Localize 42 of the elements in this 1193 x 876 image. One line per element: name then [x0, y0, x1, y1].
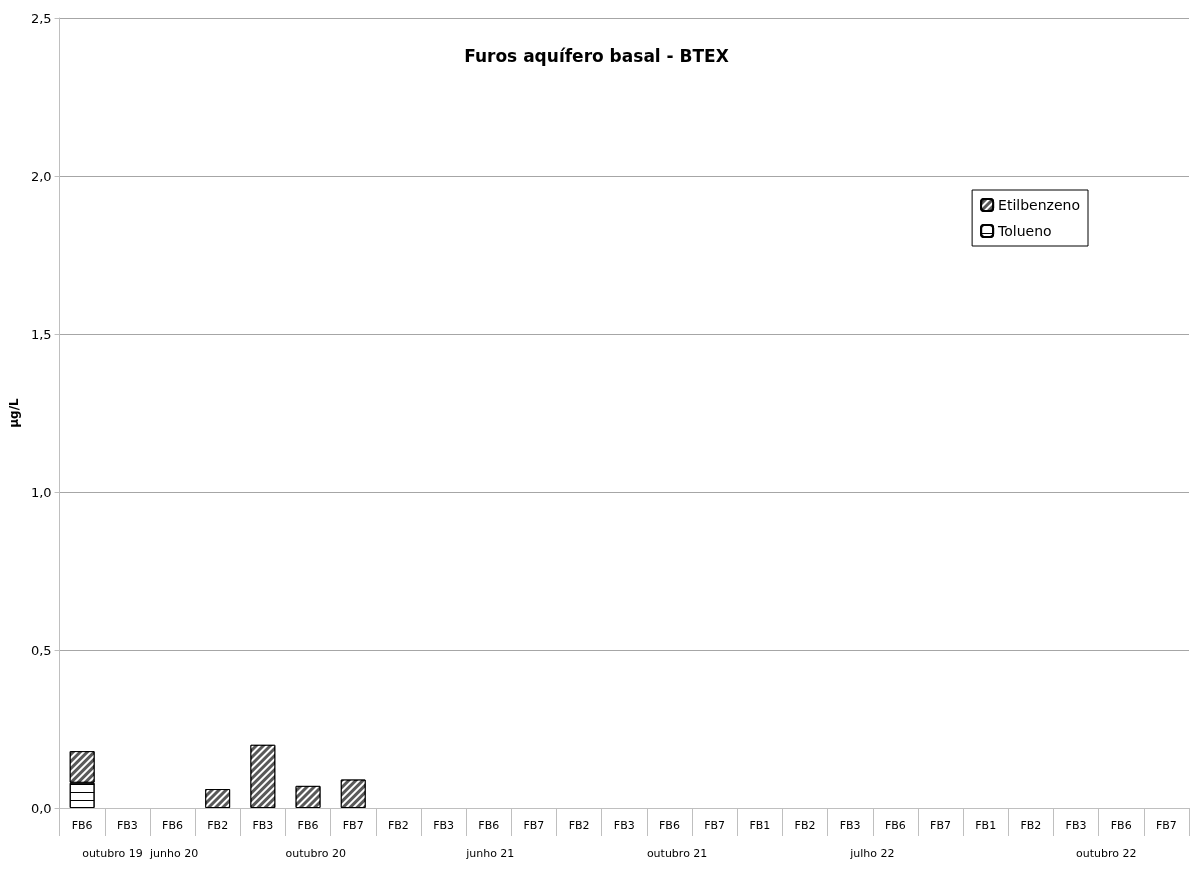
y-axis-title: µg/L: [7, 397, 21, 428]
y-tick-label: 0,0: [30, 800, 52, 816]
text: junho 21: [465, 847, 515, 860]
x-tick-label: FB6: [71, 819, 93, 832]
text: outubro 21: [646, 847, 708, 860]
x-tick-label: FB7: [342, 819, 364, 832]
text: outubro 19: [82, 847, 143, 860]
x-tick-label: FB6: [659, 819, 680, 832]
x-tick-label: FB6: [478, 819, 500, 832]
x-tick-label: FB2: [794, 819, 816, 832]
x-tick-label: FB3: [839, 819, 861, 832]
text: outubro 20: [285, 847, 346, 860]
text: Furos aquífero basal - BTEX: [464, 45, 729, 66]
x-tick-label: FB3: [433, 819, 455, 832]
x-tick-label: FB3: [613, 819, 635, 832]
y-tick-label: 0,5: [30, 642, 52, 658]
x-tick-label: FB7: [704, 819, 726, 832]
x-tick-label: FB2: [568, 819, 590, 832]
x-tick-label: FB1: [749, 819, 771, 832]
x-tick-label: FB6: [884, 819, 906, 832]
x-tick-label: FB7: [930, 819, 951, 832]
legend-label: Etilbenzeno: [998, 197, 1080, 213]
y-tick-label: 2,5: [30, 10, 52, 26]
x-tick-label: FB7: [1155, 819, 1177, 832]
x-tick-label: FB3: [1065, 819, 1087, 832]
x-tick-label: FB3: [252, 819, 274, 832]
y-tick-label: 2,0: [30, 168, 52, 184]
x-tick-label: FB2: [207, 819, 229, 832]
x-tick-label: FB3: [116, 819, 138, 832]
text: outubro 22: [1076, 847, 1137, 860]
x-tick-label: FB7: [523, 819, 545, 832]
text: junho 20: [148, 847, 199, 860]
x-tick-label: FB2: [1020, 819, 1042, 832]
x-tick-label: FB2: [387, 819, 409, 832]
x-tick-label: FB6: [1110, 819, 1132, 832]
text: julho 22: [849, 847, 895, 860]
x-tick-label: FB1: [975, 819, 997, 832]
x-tick-label: FB6: [297, 819, 319, 832]
legend-label: Tolueno: [997, 223, 1052, 239]
y-tick-label: 1,0: [30, 484, 52, 500]
y-tick-label: 1,5: [30, 326, 52, 342]
x-tick-label: FB6: [162, 819, 183, 832]
